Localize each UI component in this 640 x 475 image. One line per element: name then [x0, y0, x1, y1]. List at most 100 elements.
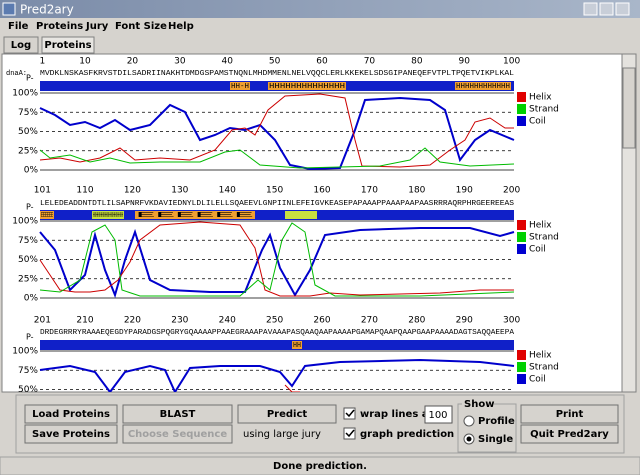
position-tick: 80 [411, 57, 423, 67]
legend-swatch [517, 116, 526, 126]
segment-text: HH [293, 342, 301, 350]
title-bar [0, 0, 640, 18]
button[interactable] [520, 404, 619, 424]
tab-label[interactable]: Proteins [44, 40, 91, 51]
prediction-curve [39, 222, 515, 297]
button-label[interactable]: Load Proteins [32, 409, 110, 420]
legend-label: Helix [529, 351, 552, 361]
position-tick: 250 [266, 316, 283, 326]
percent-label: 75% [18, 236, 38, 246]
position-tick: 60 [316, 57, 328, 67]
sequence: MVDKLNSKASFKRVSTDILSADRIINAKHTDMDGSPAMST… [40, 70, 514, 78]
menu-item[interactable]: Help [168, 21, 194, 32]
tab[interactable] [3, 36, 39, 54]
prediction-curve [39, 96, 515, 171]
radio-label[interactable]: Single [478, 434, 513, 445]
position-tick: 150 [266, 186, 283, 196]
prediction-segment [135, 211, 255, 219]
button-label[interactable]: Save Proteins [32, 429, 110, 440]
position-tick: 240 [219, 316, 236, 326]
window-buttons[interactable] [583, 2, 630, 16]
position-tick: 230 [171, 316, 188, 326]
prediction-curve [39, 358, 515, 392]
segment-text: HHHHHHHHHHHHHH [269, 83, 345, 91]
button-label[interactable]: Quit Pred2ary [530, 429, 609, 440]
protein-label: dnaA: [6, 70, 27, 78]
position-tick: 110 [76, 186, 93, 196]
controls-box [15, 394, 625, 454]
p-label: P- [26, 203, 34, 212]
legend-swatch [517, 362, 526, 372]
position-tick: 270 [361, 316, 378, 326]
position-tick: 10 [79, 57, 91, 67]
legend-swatch [517, 244, 526, 254]
percent-label: 50% [18, 385, 38, 395]
legend-swatch [517, 374, 526, 384]
position-tick: 210 [76, 316, 93, 326]
radio[interactable] [463, 415, 475, 427]
menu-bar: File Proteins Jury Font Size Help [8, 21, 194, 32]
position-tick: 260 [313, 316, 330, 326]
status-text: Done prediction. [273, 461, 367, 472]
menu-item[interactable]: File [8, 21, 29, 32]
prediction-curve [39, 227, 515, 299]
position-tick: 280 [408, 316, 425, 326]
prediction-segment [292, 341, 302, 349]
p-label: P- [26, 333, 34, 342]
prediction-curve [39, 221, 514, 297]
button[interactable] [24, 424, 118, 444]
percent-label: 0% [24, 294, 39, 304]
scrollbar[interactable] [621, 53, 637, 393]
button[interactable] [237, 404, 337, 424]
checkmark [345, 429, 355, 438]
legend-label: Strand [529, 233, 559, 243]
prediction-segment [268, 82, 346, 90]
checkbox-label[interactable]: graph prediction [360, 429, 454, 440]
menu-item[interactable]: Proteins [36, 21, 83, 32]
button-label[interactable]: Print [556, 409, 584, 420]
tab[interactable] [41, 36, 95, 54]
app-icon [2, 2, 16, 16]
menu-item[interactable]: Font Size [115, 21, 167, 32]
legend-label: Helix [529, 93, 552, 103]
prediction-segment [40, 211, 54, 219]
legend-label: Helix [529, 221, 552, 231]
button[interactable] [122, 404, 233, 424]
percent-label: 75% [18, 366, 38, 376]
button[interactable] [24, 404, 118, 424]
checkbox[interactable] [343, 407, 356, 420]
tab-label[interactable]: Log [11, 40, 31, 51]
position-tick: 300 [503, 316, 520, 326]
percent-label: 100% [12, 217, 38, 227]
p-label: P- [26, 74, 34, 83]
position-tick: 30 [174, 57, 186, 67]
prediction-curve [39, 93, 514, 168]
button-label[interactable]: BLAST [160, 409, 196, 420]
segment-text: HHHHHHHHHHHHHHHHHHHHHHH [93, 212, 123, 220]
checkbox-label[interactable]: wrap lines at [360, 409, 433, 420]
checkmark [345, 409, 355, 418]
position-tick: 220 [124, 316, 141, 326]
legend-swatch [517, 104, 526, 114]
position-tick: 120 [124, 186, 141, 196]
button[interactable] [520, 424, 619, 444]
button-label[interactable]: Predict [267, 409, 308, 420]
percent-label: 75% [18, 108, 38, 118]
input-value[interactable]: 100 [428, 410, 447, 421]
menu-item[interactable]: Jury [85, 21, 109, 32]
prediction-segment [285, 211, 317, 219]
text-input[interactable] [424, 405, 453, 424]
position-tick: 40 [222, 57, 234, 67]
legend-swatch [517, 92, 526, 102]
prediction-segment [230, 82, 250, 90]
position-tick: 190 [456, 186, 473, 196]
status-bar [0, 456, 640, 475]
button-label: Choose Sequence [128, 429, 228, 440]
percent-label: 25% [18, 274, 38, 284]
radio-label[interactable]: Profile [478, 416, 515, 427]
position-tick: 130 [171, 186, 188, 196]
checkbox[interactable] [343, 427, 356, 440]
plots: dnaA:1 10 20 30 40 50 60 70 80 90 100MVDKLNSKASFKR… [6, 57, 559, 395]
position-tick: 1 [40, 57, 46, 67]
